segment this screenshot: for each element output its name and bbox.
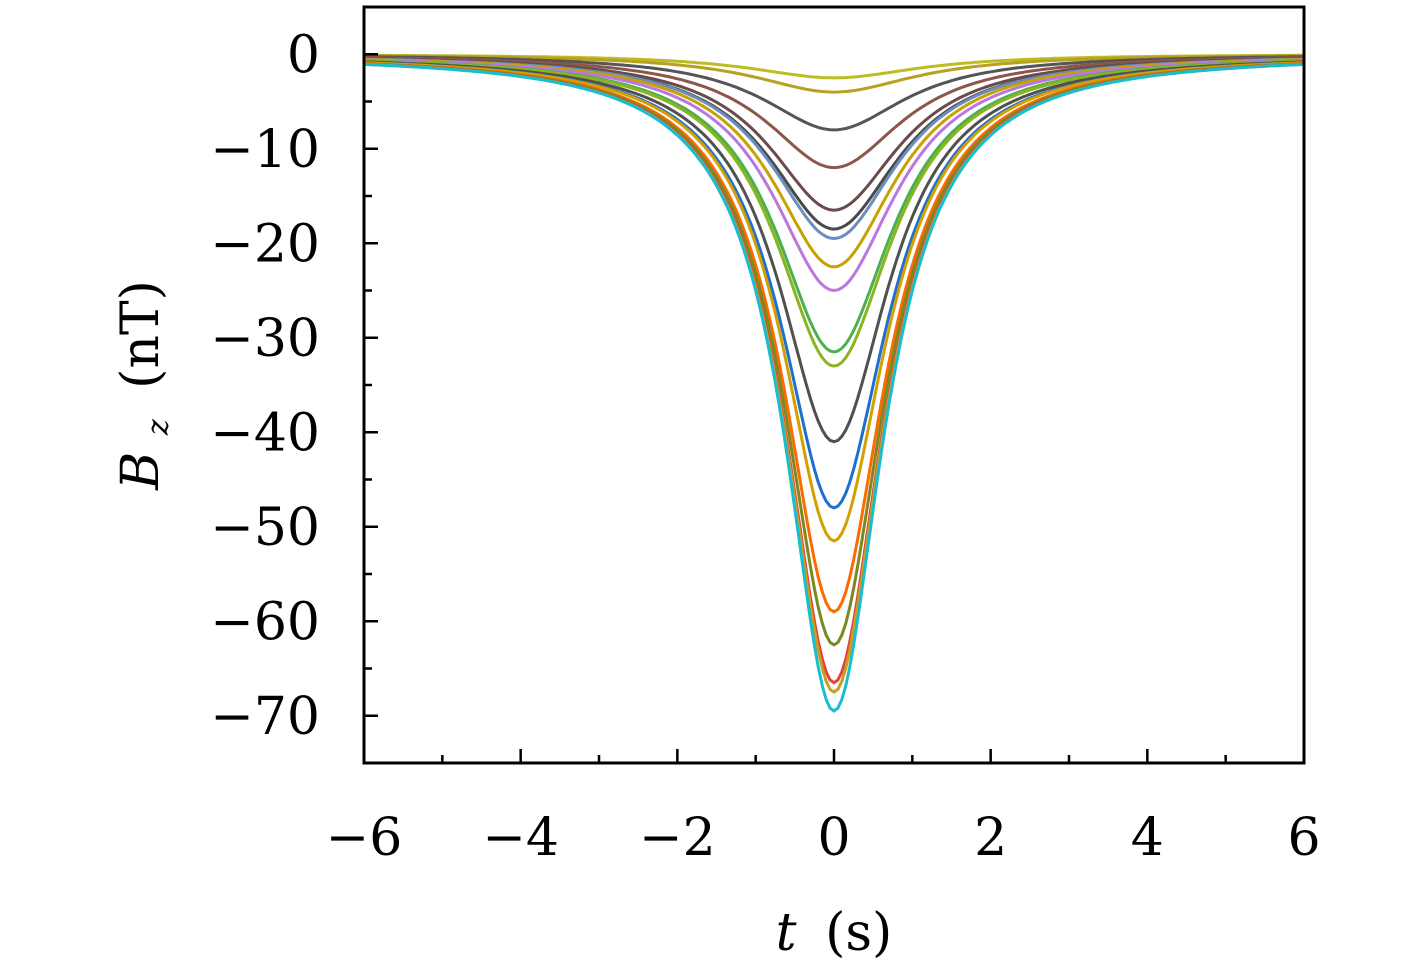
x-tick-label: 2 <box>974 808 1007 868</box>
x-axis-label: t (s) <box>776 903 893 963</box>
series-line-10 <box>363 59 1305 354</box>
y-tick-label: −10 <box>210 120 320 180</box>
series-line-12 <box>363 60 1305 444</box>
series-line-11 <box>363 59 1305 368</box>
x-tick-label: −2 <box>639 808 716 868</box>
x-ticks <box>362 749 1306 763</box>
series-line-18 <box>363 62 1305 694</box>
series-line-15 <box>363 62 1305 614</box>
series-line-4 <box>363 56 1305 170</box>
y-axis-unit: (nT) <box>111 280 171 389</box>
x-tick-labels: −6 −4 −2 0 2 4 6 <box>326 808 1321 868</box>
series-line-17 <box>363 62 1305 685</box>
x-tick-label: −4 <box>482 808 559 868</box>
x-axis-var: t <box>776 903 797 963</box>
y-tick-label: −20 <box>210 214 320 274</box>
x-tick-label: −6 <box>326 808 403 868</box>
y-ticks <box>364 5 378 765</box>
plot-frame <box>362 5 1306 765</box>
y-tick-label: −40 <box>210 403 320 463</box>
y-tick-label: −30 <box>210 309 320 369</box>
y-axis-sub: z <box>141 419 176 436</box>
y-tick-label: −50 <box>210 498 320 558</box>
series-line-3 <box>364 55 1304 132</box>
series-line-5 <box>364 57 1304 212</box>
series-line-14 <box>363 61 1305 543</box>
y-axis-label: B z (nT) <box>111 280 181 491</box>
y-tick-label: −70 <box>210 687 320 747</box>
series-line-9 <box>363 58 1305 293</box>
series-line-6 <box>363 57 1305 231</box>
x-tick-label: 6 <box>1287 808 1320 868</box>
series-group <box>363 53 1305 713</box>
series-line-16 <box>363 62 1305 647</box>
x-axis-unit: (s) <box>825 903 892 963</box>
y-tick-labels: 0 −10 −20 −30 −40 −50 −60 −70 <box>210 25 320 747</box>
series-line-19 <box>363 62 1305 713</box>
x-tick-label: 0 <box>817 808 850 868</box>
series-line-2 <box>364 54 1304 94</box>
x-tick-label: 4 <box>1131 808 1164 868</box>
y-axis-var: B <box>111 452 171 491</box>
y-tick-label: −60 <box>210 592 320 652</box>
y-tick-label: 0 <box>287 25 320 85</box>
